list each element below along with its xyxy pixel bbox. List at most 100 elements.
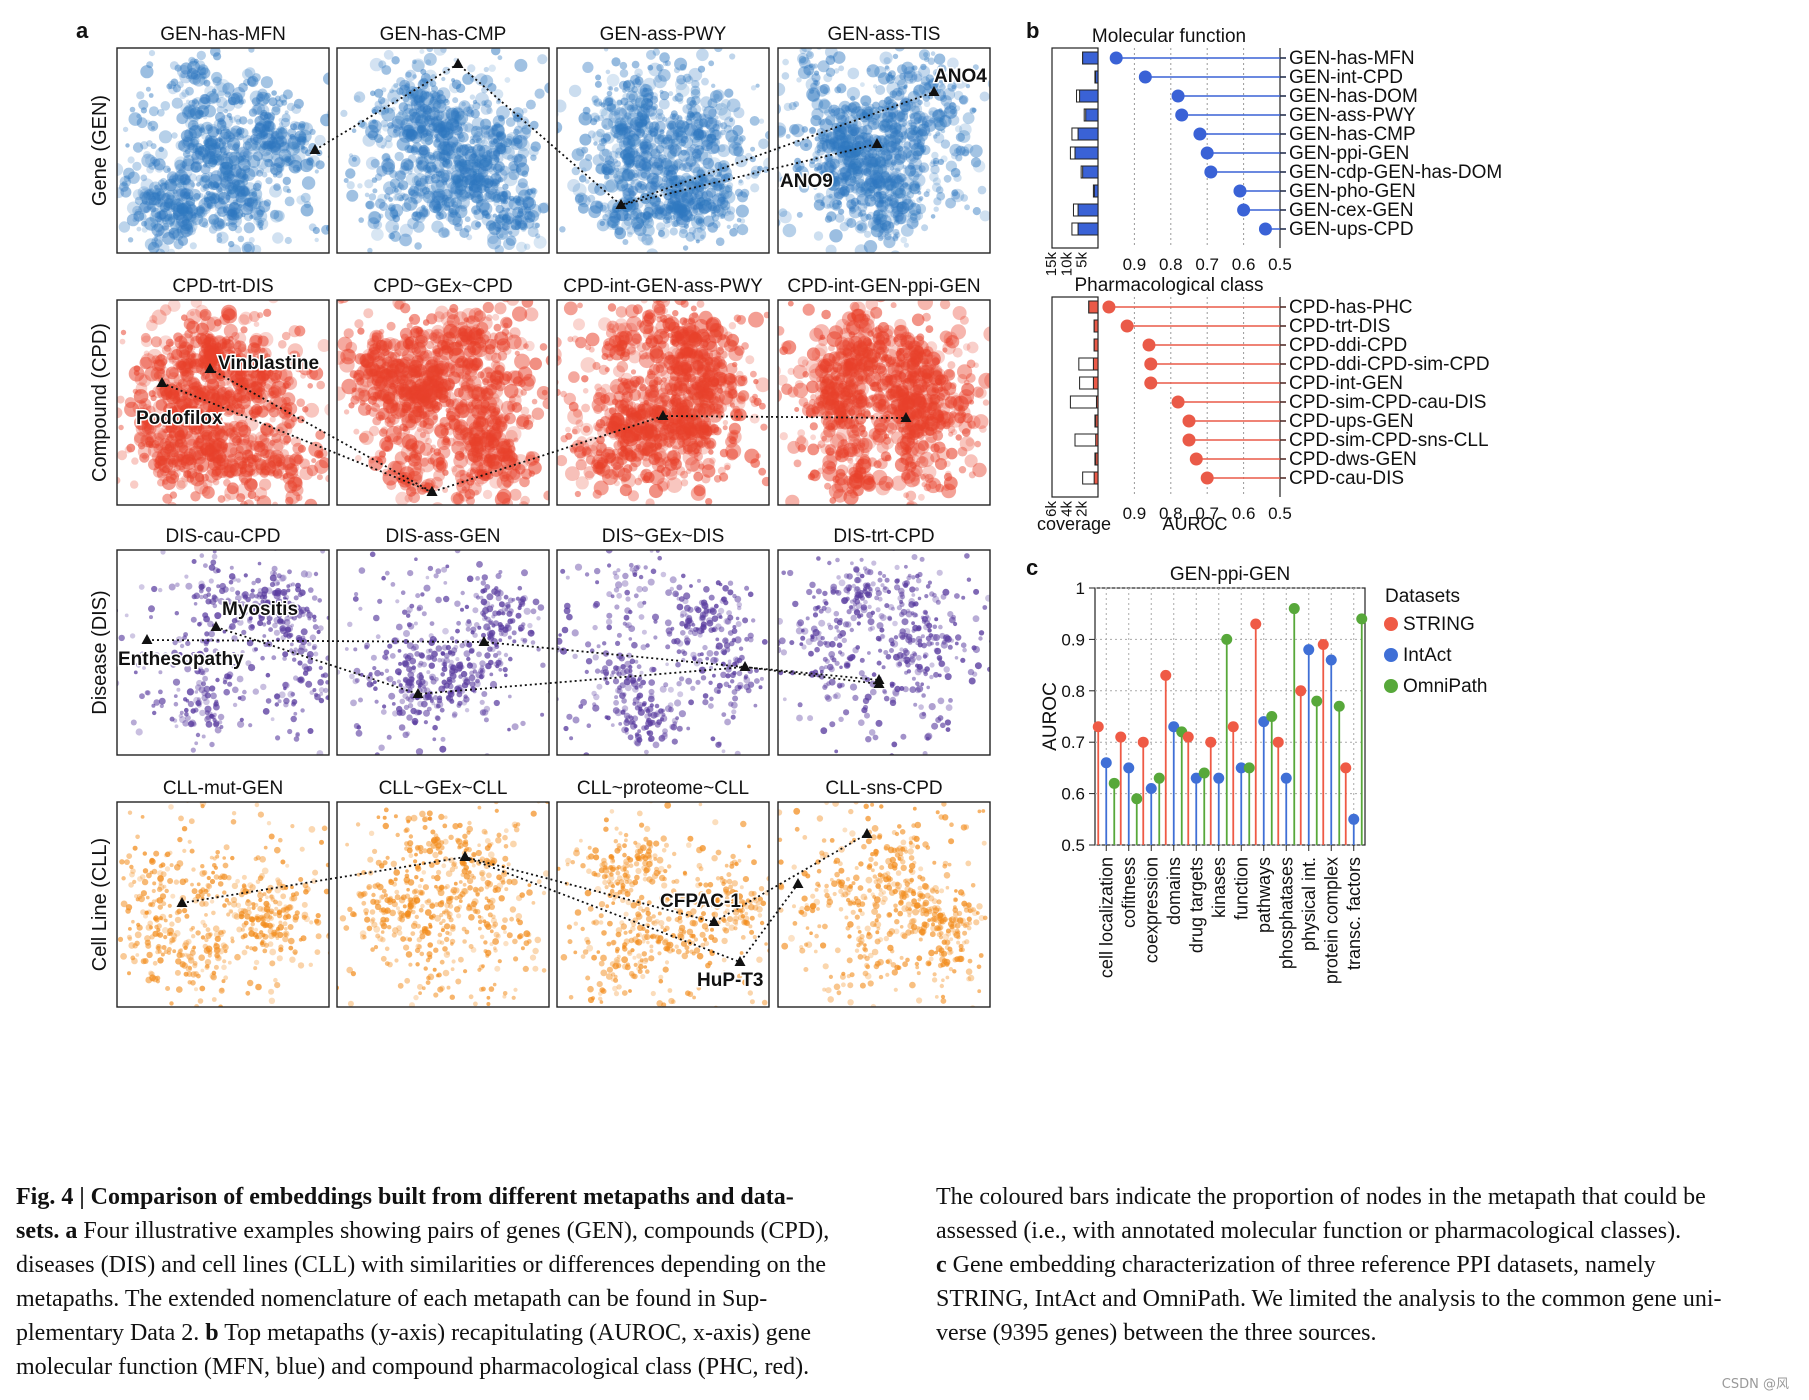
scatter-point <box>385 219 400 234</box>
scatter-point <box>340 109 348 117</box>
scatter-point <box>937 72 950 85</box>
scatter-point <box>503 138 513 148</box>
scatter-point <box>855 9 861 15</box>
scatter-point <box>639 141 648 150</box>
scatter-point <box>235 128 243 136</box>
scatter-point <box>708 108 717 118</box>
scatter-point <box>378 213 384 219</box>
scatter-point <box>884 135 891 142</box>
scatter-point <box>895 90 903 97</box>
scatter-point <box>889 170 900 181</box>
scatter-point <box>940 95 952 107</box>
scatter-point <box>863 156 868 161</box>
scatter-point <box>286 155 296 165</box>
scatter-point <box>228 240 235 248</box>
scatter-point <box>413 121 426 135</box>
scatter-point <box>217 191 231 205</box>
scatter-point <box>644 98 654 107</box>
scatter-point <box>259 226 263 231</box>
scatter-point <box>481 100 487 106</box>
scatter-point <box>421 204 426 210</box>
scatter-point <box>176 203 187 214</box>
scatter-point <box>614 120 628 134</box>
scatter-point <box>271 153 284 167</box>
scatter-point <box>696 169 706 178</box>
scatter-point <box>935 131 941 137</box>
scatter-point <box>514 224 521 231</box>
scatter-point <box>739 135 746 142</box>
scatter-point <box>703 215 715 227</box>
scatter-point <box>472 159 477 164</box>
scatter-point <box>847 128 854 135</box>
scatter-point <box>862 118 870 127</box>
scatter-point <box>213 218 225 230</box>
scatter-point <box>637 112 644 118</box>
scatter-point <box>377 193 387 204</box>
scatter-point <box>622 163 630 171</box>
scatter-point <box>628 90 642 104</box>
scatter-point <box>365 124 379 139</box>
scatter-point <box>907 119 912 125</box>
scatter-point <box>637 232 647 242</box>
scatter-point <box>238 314 250 326</box>
scatter-point <box>167 167 171 172</box>
scatter-point <box>837 200 842 205</box>
scatter-point <box>942 88 956 101</box>
scatter-point <box>858 183 869 194</box>
scatter-point <box>515 196 525 207</box>
scatter-point <box>488 64 496 72</box>
scatter-point <box>388 232 396 240</box>
scatter-point <box>401 193 410 201</box>
scatter-point <box>172 189 178 195</box>
scatter-point <box>611 57 621 67</box>
scatter-point <box>438 151 453 166</box>
scatter-point <box>409 114 415 120</box>
scatter-point <box>417 125 425 134</box>
scatter-point <box>193 193 201 200</box>
scatter-point <box>705 129 717 141</box>
scatter-point <box>527 210 540 222</box>
scatter-point <box>851 127 864 140</box>
scatter-point <box>630 147 639 156</box>
scatter-point <box>202 153 213 165</box>
scatter-point <box>400 554 415 569</box>
scatter-point <box>650 92 658 100</box>
scatter-point <box>286 102 296 112</box>
scatter-point <box>909 157 923 171</box>
scatter-point <box>713 93 720 100</box>
scatter-point <box>178 165 193 179</box>
scatter-point <box>375 128 382 135</box>
scatter-point <box>419 208 429 218</box>
scatter-point <box>876 190 881 196</box>
scatter-point <box>879 118 893 132</box>
scatter-point <box>438 141 447 150</box>
scatter-point <box>237 179 243 186</box>
scatter-point <box>692 203 705 216</box>
scatter-point <box>391 56 400 65</box>
scatter-point <box>228 96 237 106</box>
scatter-point <box>872 164 884 176</box>
scatter-point <box>1027 122 1039 134</box>
scatter-point <box>270 162 275 167</box>
scatter-point <box>271 433 282 444</box>
scatter-point <box>603 174 610 180</box>
scatter-point <box>596 128 605 138</box>
scatter-point <box>646 159 652 164</box>
scatter-point <box>698 129 707 139</box>
scatter-point <box>241 241 255 253</box>
scatter-point <box>931 151 939 160</box>
scatter-point <box>287 128 297 138</box>
scatter-point <box>684 135 689 139</box>
scatter-point <box>381 161 395 175</box>
scatter-point <box>296 138 306 148</box>
scatter-point <box>737 191 748 203</box>
scatter-point <box>429 90 438 99</box>
scatter-point <box>782 223 797 238</box>
scatter-point <box>908 102 923 116</box>
scatter-point <box>862 132 874 144</box>
scatter-point <box>640 171 648 179</box>
scatter-point <box>833 107 846 120</box>
scatter-point <box>141 226 148 233</box>
scatter-point <box>154 233 159 238</box>
scatter-point <box>454 153 467 166</box>
